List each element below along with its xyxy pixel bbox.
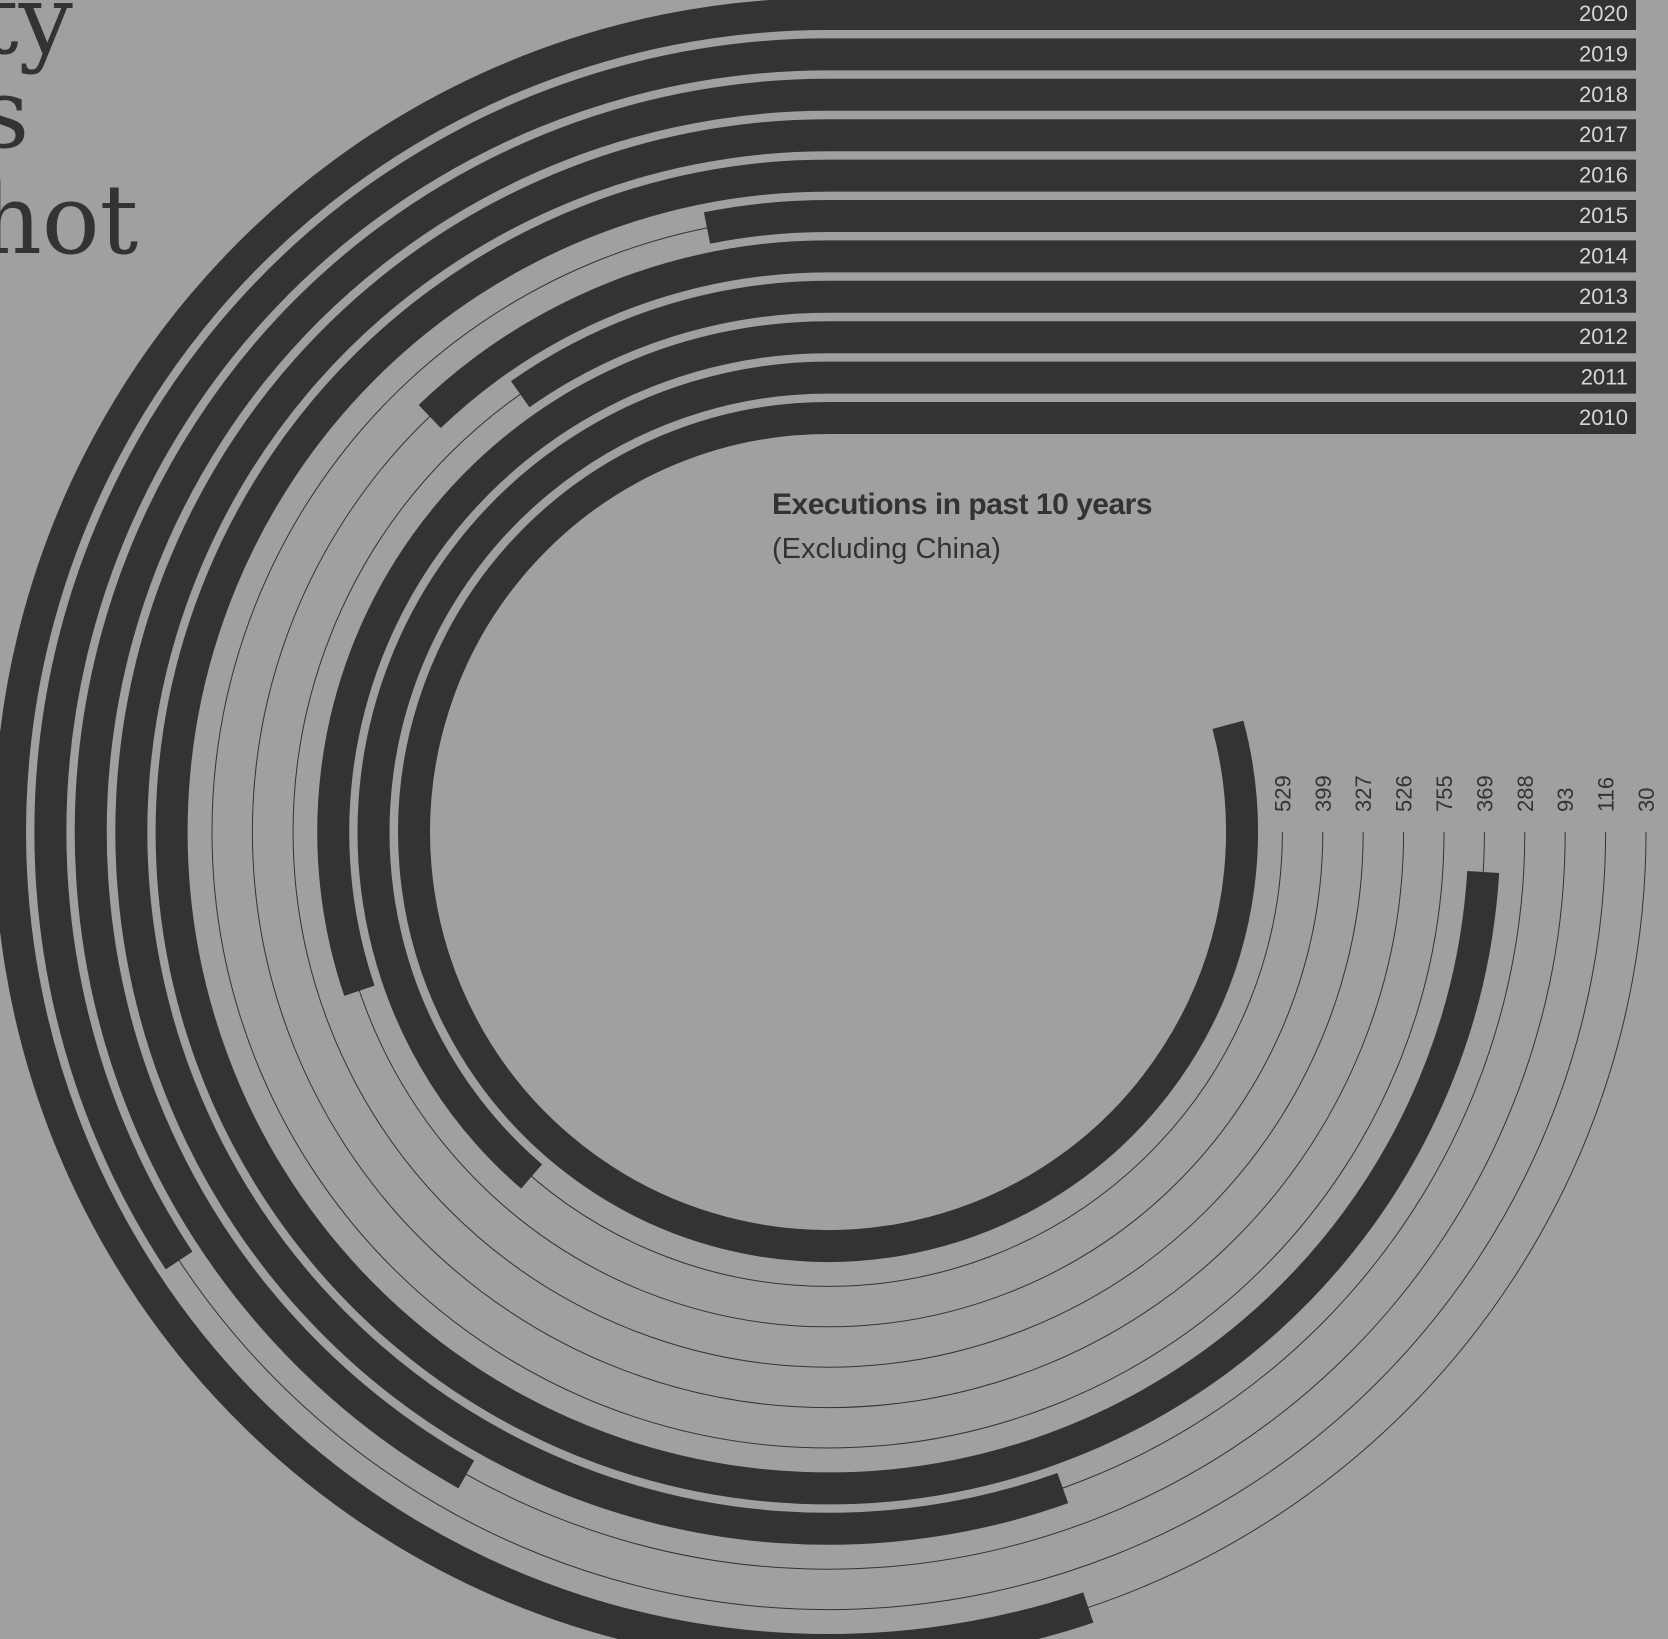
bar-2016 [155, 159, 1636, 1505]
value-label: 755 [1432, 775, 1457, 812]
guide-arc-2010 [413, 417, 1636, 1247]
year-label-2017: 2017 [1579, 122, 1628, 147]
value-label: 369 [1472, 775, 1497, 812]
year-label-2015: 2015 [1579, 203, 1628, 228]
bar-2014 [418, 240, 1636, 429]
value-label: 526 [1392, 775, 1417, 812]
bar-2018 [74, 78, 1636, 1489]
value-label: 30 [1634, 788, 1659, 812]
year-labels: 2010 2011 2012 2013 2014 2015 2016 2017 2018 2019… [1579, 1, 1628, 430]
bar-2010 [398, 402, 1636, 1262]
year-label-2016: 2016 [1579, 163, 1628, 188]
bar-2013 [511, 280, 1636, 408]
value-label: 706 [1230, 775, 1255, 812]
guide-arc-2015 [211, 215, 1636, 1449]
value-label: 399 [1311, 775, 1336, 812]
chart-title: Executions in past 10 years [772, 488, 1153, 521]
bar-2019 [34, 38, 1636, 1270]
year-label-2010: 2010 [1579, 405, 1628, 430]
year-label-2020: 2020 [1579, 1, 1628, 26]
year-label-2011: 2011 [1581, 365, 1628, 390]
value-label: 93 [1553, 788, 1578, 812]
value-label: 529 [1270, 775, 1295, 812]
bar-2011 [357, 361, 1636, 1189]
headline-line-3: hot [0, 164, 139, 276]
year-label-2012: 2012 [1579, 324, 1628, 349]
value-label: 327 [1351, 775, 1376, 812]
headline-line-2: s [0, 58, 30, 170]
bar-2012 [317, 321, 1636, 996]
year-label-2019: 2019 [1579, 41, 1628, 66]
bar-2017 [115, 119, 1636, 1545]
headline-line-1: ty [0, 0, 73, 76]
value-label: 288 [1513, 775, 1538, 812]
guide-arc-2013 [292, 296, 1636, 1368]
value-label: 116 [1594, 777, 1619, 812]
year-label-2018: 2018 [1579, 82, 1628, 107]
bar-2015 [703, 200, 1636, 244]
value-labels: 706 529 399 327 526 755 369 288 93 116 30 [1230, 775, 1659, 812]
chart-subtitle: (Excluding China) [772, 533, 1001, 565]
year-label-2013: 2013 [1579, 284, 1628, 309]
year-label-2014: 2014 [1579, 243, 1628, 268]
